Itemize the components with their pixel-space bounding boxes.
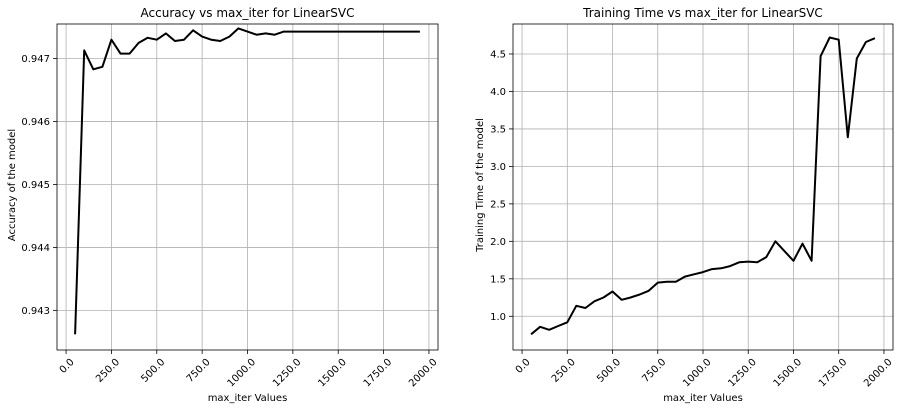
accuracy-chart-ylabel: Accuracy of the model — [7, 129, 18, 241]
accuracy-xtick-label: 1250.0 — [271, 357, 304, 390]
accuracy-xtick-label: 0.0 — [58, 357, 77, 376]
training-time-chart-title: Training Time vs max_iter for LinearSVC — [582, 6, 823, 20]
training-time-ytick-label: 3.5 — [490, 124, 506, 135]
training-time-xtick-label: 250.0 — [550, 357, 578, 385]
training-time-ytick-label: 2.0 — [490, 237, 506, 248]
accuracy-chart: Accuracy vs max_iter for LinearSVC max_i… — [7, 6, 440, 404]
training-time-xtick-label: 1250.0 — [726, 357, 759, 390]
accuracy-xtick-label: 250.0 — [94, 357, 122, 385]
accuracy-ytick-label: 0.943 — [21, 306, 50, 317]
accuracy-xtick-label: 1000.0 — [226, 357, 259, 390]
training-time-chart-xlabel: max_iter Values — [663, 393, 743, 404]
training-time-ytick-label: 3.0 — [490, 162, 506, 173]
accuracy-xtick-label: 2000.0 — [407, 357, 440, 390]
training-time-xtick-label: 0.0 — [514, 357, 533, 376]
accuracy-chart-title: Accuracy vs max_iter for LinearSVC — [141, 6, 355, 20]
accuracy-ytick-label: 0.947 — [21, 54, 50, 65]
training-time-ytick-label: 1.0 — [490, 312, 506, 323]
accuracy-xtick-label: 500.0 — [139, 357, 167, 385]
training-time-series-line — [530, 36, 876, 336]
accuracy-ytick-label: 0.944 — [21, 243, 50, 254]
training-time-xtick-label: 2000.0 — [862, 357, 895, 390]
accuracy-xtick-label: 1750.0 — [362, 357, 395, 390]
training-time-ytick-label: 4.0 — [490, 87, 506, 98]
training-time-ytick-label: 2.5 — [490, 199, 506, 210]
training-time-xtick-label: 1750.0 — [817, 357, 850, 390]
training-time-ytick-label: 1.5 — [490, 274, 506, 285]
training-time-chart-ylabel: Training Time of the model — [475, 118, 486, 253]
accuracy-series-line — [74, 27, 420, 335]
accuracy-xtick-label: 1500.0 — [316, 357, 349, 390]
training-time-chart: Training Time vs max_iter for LinearSVC … — [475, 6, 895, 404]
accuracy-ytick-label: 0.946 — [21, 117, 50, 128]
training-time-ytick-label: 4.5 — [490, 49, 506, 60]
training-time-xtick-label: 500.0 — [595, 357, 623, 385]
accuracy-ytick-label: 0.945 — [21, 180, 50, 191]
accuracy-chart-xlabel: max_iter Values — [208, 393, 288, 404]
training-time-xtick-label: 750.0 — [640, 357, 668, 385]
accuracy-xtick-label: 750.0 — [185, 357, 213, 385]
training-time-xtick-label: 1000.0 — [681, 357, 714, 390]
training-time-xtick-label: 1500.0 — [772, 357, 805, 390]
